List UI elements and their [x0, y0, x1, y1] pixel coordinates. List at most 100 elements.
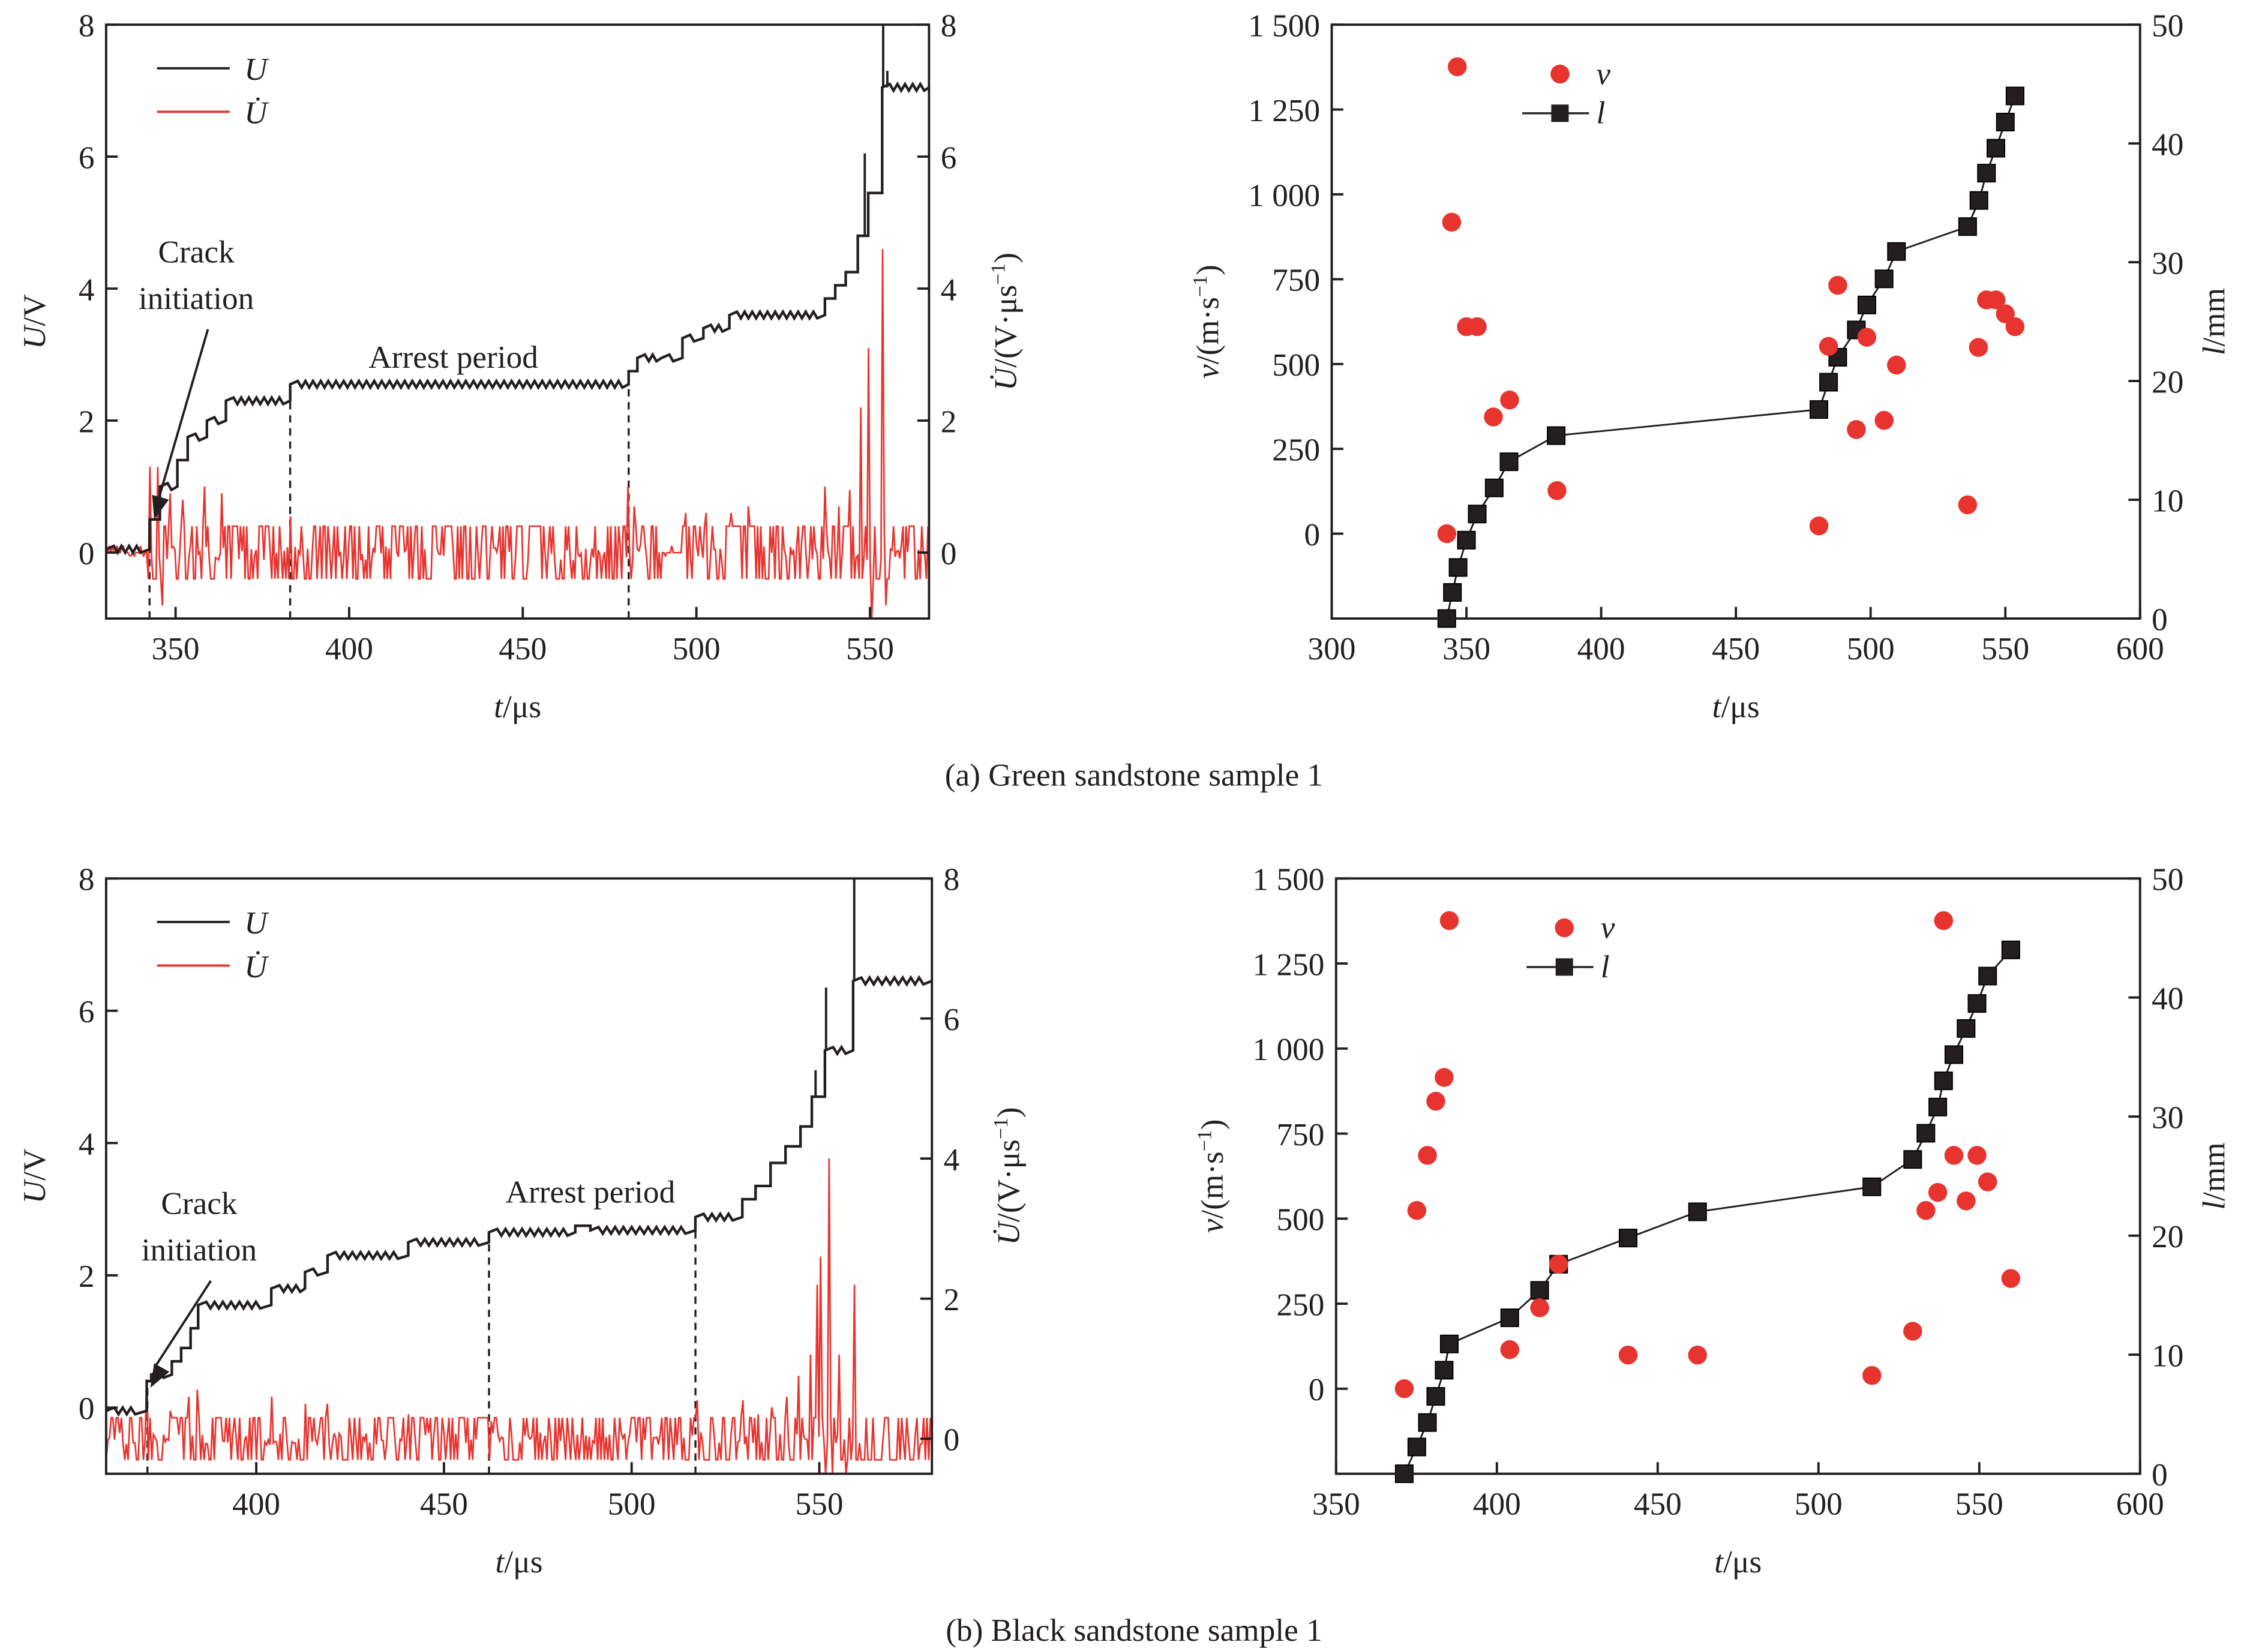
- y2-axis-var: l: [2196, 346, 2231, 355]
- v-point-marker: [1547, 481, 1567, 500]
- y2-tick-label: 8: [941, 8, 957, 44]
- y2-axis-unit: /mm: [2196, 288, 2231, 347]
- legend-l-label: l: [1601, 949, 1610, 984]
- y2-axis-title: U̇/(V·μs−1): [990, 1107, 1026, 1245]
- y2-tick-label: 40: [2152, 127, 2183, 163]
- legend-u-label: U: [244, 905, 269, 941]
- y-axis-unit: /(m·s: [1190, 297, 1226, 364]
- y-tick-label: 1 500: [1248, 8, 1320, 44]
- x-tick-label: 550: [1981, 631, 2029, 667]
- x-tick-label: 350: [1312, 1486, 1360, 1521]
- u-series-line: [106, 975, 932, 1417]
- v-point-marker: [1448, 57, 1467, 77]
- v-point-marker: [1435, 1068, 1454, 1087]
- v-point-marker: [1442, 212, 1462, 232]
- v-point-marker: [1934, 911, 1954, 930]
- x-tick-label: 450: [1712, 631, 1760, 667]
- l-square-marker: [1903, 1150, 1922, 1169]
- y2-tick-label: 30: [2152, 1100, 2183, 1136]
- x-tick-label: 450: [420, 1486, 468, 1521]
- y-tick-label: 0: [1309, 1372, 1325, 1407]
- y-tick-label: 8: [79, 8, 95, 44]
- l-square-marker: [1874, 269, 1894, 289]
- annotation-crack-initiation-line2: initiation: [142, 1232, 257, 1268]
- x-axis-var: t: [494, 689, 503, 725]
- y-tick-label: 2: [79, 1259, 95, 1294]
- legend-v-swatch: [1555, 918, 1574, 938]
- l-square-marker: [1439, 1334, 1459, 1353]
- y-tick-label: 1 000: [1248, 178, 1320, 213]
- y-tick-label: 2: [79, 404, 95, 439]
- y2-axis-close: ): [991, 1107, 1027, 1118]
- v-point-marker: [1996, 304, 2015, 323]
- x-axis-title: t/μs: [494, 689, 541, 725]
- v-point-marker: [2001, 1269, 2021, 1288]
- x-axis-title: t/μs: [1712, 689, 1760, 725]
- y2-axis-title: U̇/(V·μs−1): [987, 253, 1023, 391]
- l-square-marker: [1407, 1437, 1426, 1457]
- x-tick-label: 350: [152, 631, 200, 667]
- y-axis-var: U: [17, 324, 52, 349]
- l-square-marker: [1500, 1308, 1519, 1328]
- l-square-marker: [1688, 1202, 1707, 1221]
- y2-axis-unit: /(V·μs: [988, 285, 1024, 368]
- y2-tick-label: 50: [2152, 862, 2183, 897]
- chart-a-voltage: 350 400 450 500 5500246802468t/μsU/VU̇/(V·μs…: [17, 8, 1024, 725]
- legend-l-swatch-square: [1555, 958, 1573, 976]
- l-square-marker: [1987, 139, 2006, 158]
- y-tick-label: 8: [79, 862, 95, 897]
- l-square-marker: [1857, 295, 1876, 314]
- l-square-marker: [1957, 1019, 1976, 1038]
- x-tick-label: 450: [499, 631, 547, 667]
- x-axis-var: t: [1714, 1544, 1724, 1580]
- x-tick-label: 400: [325, 631, 373, 667]
- x-tick-label: 550: [846, 631, 894, 667]
- legend-l-label: l: [1597, 95, 1606, 131]
- x-tick-label: 450: [1634, 1486, 1682, 1521]
- l-square-marker: [1967, 994, 1987, 1013]
- y-axis-var: U: [17, 1178, 52, 1203]
- v-point-marker: [1978, 1172, 1997, 1191]
- y2-tick-label: 10: [2152, 1338, 2183, 1373]
- l-square-marker: [2005, 86, 2024, 106]
- l-square-marker: [1916, 1124, 1936, 1143]
- v-point-marker: [1688, 1345, 1708, 1365]
- y2-axis-sup: −1: [987, 263, 1009, 285]
- v-point-marker: [1969, 338, 1988, 357]
- legend-l-swatch-square: [1551, 104, 1569, 122]
- y-tick-label: 4: [79, 1127, 95, 1162]
- v-point-marker: [1957, 1191, 1976, 1211]
- y2-axis-title: l/mm: [2196, 1142, 2231, 1209]
- v-point-marker: [1618, 1345, 1638, 1365]
- y-axis-unit: /(m·s: [1195, 1151, 1230, 1218]
- v-point-marker: [1484, 407, 1503, 427]
- x-axis-unit: /μs: [504, 1544, 542, 1580]
- y-tick-label: 0: [1304, 517, 1320, 553]
- x-axis-var: t: [496, 1544, 505, 1580]
- v-point-marker: [1916, 1200, 1936, 1220]
- x-tick-label: 300: [1308, 631, 1356, 667]
- l-square-marker: [1457, 530, 1476, 550]
- y-tick-label: 250: [1272, 433, 1320, 468]
- l-square-marker: [1958, 217, 1977, 236]
- y2-tick-label: 20: [2152, 1219, 2183, 1254]
- v-point-marker: [1944, 1146, 1964, 1165]
- v-point-marker: [1967, 1146, 1987, 1165]
- v-point-marker: [1500, 391, 1519, 410]
- y2-tick-label: 0: [2152, 602, 2168, 637]
- l-series-line: [1445, 95, 2016, 619]
- y-tick-label: 4: [79, 272, 95, 307]
- y-tick-label: 750: [1276, 1117, 1324, 1152]
- y-axis-sup: −1: [1193, 1130, 1216, 1151]
- x-axis-title: t/μs: [496, 1544, 543, 1580]
- y-axis-var: v: [1190, 364, 1226, 379]
- y-tick-label: 1 250: [1252, 947, 1324, 982]
- chart-b-voltage: 400 450 500 5500246802468t/μsU/VU̇/(V·μs−1)…: [17, 862, 1026, 1580]
- annotation-arrow-head-icon: [152, 494, 169, 520]
- y2-axis-close: ): [988, 253, 1024, 263]
- y2-tick-label: 6: [941, 140, 957, 176]
- x-axis-title: t/μs: [1714, 1544, 1762, 1580]
- x-tick-label: 600: [2116, 631, 2164, 667]
